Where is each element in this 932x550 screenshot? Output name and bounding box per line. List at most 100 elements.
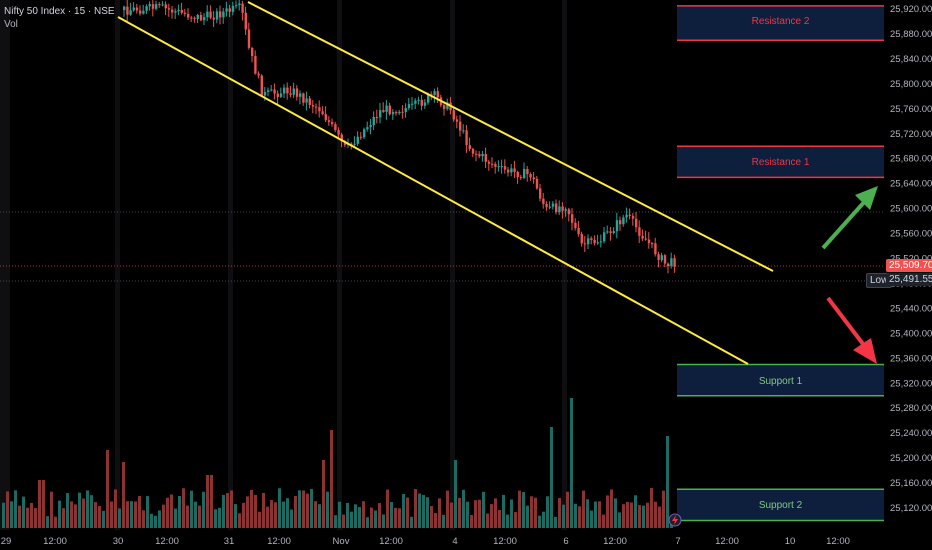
volume-bar	[178, 496, 181, 528]
volume-bar	[326, 491, 329, 528]
volume-bar	[294, 496, 297, 528]
candle-body	[644, 238, 647, 240]
volume-bar	[2, 502, 5, 528]
volume-bar	[422, 494, 425, 528]
candle-body	[487, 161, 491, 164]
volume-bar	[334, 515, 337, 528]
candle-body	[596, 242, 599, 244]
volume-bar	[318, 504, 321, 528]
candle-body	[187, 13, 190, 18]
time-tick-label: Nov	[333, 536, 350, 547]
volume-bar	[118, 508, 121, 528]
volume-bar	[322, 460, 325, 528]
volume-bar	[142, 510, 145, 528]
price-tick-label: 25,600.00	[890, 204, 932, 215]
price-tick-label: 25,400.00	[890, 328, 932, 339]
candle-body	[619, 220, 622, 225]
volume-bar	[546, 496, 549, 528]
price-tick-label: 25,880.00	[890, 29, 932, 40]
volume-bar	[518, 490, 521, 528]
volume-bar	[150, 513, 153, 528]
candle-body	[235, 5, 238, 7]
volume-bar	[410, 516, 413, 528]
candle-body	[315, 106, 318, 108]
volume-bar	[26, 507, 29, 528]
candle-body	[171, 9, 174, 13]
candle-body	[327, 120, 331, 123]
time-tick-label: 4	[452, 536, 457, 547]
volume-bar	[558, 498, 561, 528]
volume-bar	[38, 480, 41, 528]
candle-body	[308, 98, 311, 106]
candle-body	[401, 111, 404, 113]
volume-bar	[190, 490, 193, 528]
volume-bar	[306, 493, 309, 528]
volume-bar	[66, 493, 69, 528]
candle-body	[311, 105, 315, 107]
candle-body	[305, 98, 308, 103]
candle-body	[388, 105, 391, 115]
time-tick-label: 30	[113, 536, 124, 547]
volume-bar	[462, 489, 465, 528]
arrow-down-icon	[826, 296, 877, 364]
volume-bar	[126, 501, 129, 528]
volume-bar	[342, 514, 345, 528]
candle-body	[583, 243, 587, 245]
candle-body	[625, 214, 628, 218]
volume-bar	[498, 509, 501, 528]
volume-bar	[642, 505, 645, 528]
volume-bar	[526, 505, 529, 528]
candle-body	[299, 93, 302, 97]
volume-bar	[390, 502, 393, 528]
candle-body	[452, 110, 455, 120]
volume-bar	[146, 496, 149, 528]
candle-body	[289, 93, 292, 95]
volume-bar	[46, 516, 49, 528]
candle-body	[622, 217, 625, 225]
price-tick-label: 25,360.00	[890, 353, 932, 364]
candle-body	[363, 129, 366, 138]
price-tick-label: 25,680.00	[890, 154, 932, 165]
symbol-title[interactable]: Nifty 50 Index · 15 · NSE	[4, 6, 115, 17]
candle-body	[423, 102, 427, 106]
volume-bar	[10, 501, 13, 528]
volume-bar	[130, 501, 133, 528]
volume-bar	[58, 500, 61, 528]
candle-body	[334, 124, 337, 131]
time-tick-label: 12:00	[493, 536, 517, 547]
candle-body	[433, 91, 436, 96]
volume-bar	[450, 502, 453, 528]
volume-label: Vol	[4, 19, 18, 30]
volume-bar	[206, 475, 209, 528]
chart-header: Nifty 50 Index · 15 · NSE Vol	[4, 5, 115, 31]
volume-bar	[402, 494, 405, 528]
candle-body	[164, 4, 167, 9]
channel-lower-line	[117, 16, 749, 365]
candle-body	[404, 108, 407, 113]
volume-bar	[134, 501, 137, 528]
candle-body	[225, 8, 228, 12]
volume-bar	[506, 514, 509, 528]
candle-body	[519, 177, 523, 179]
volume-bar	[310, 488, 313, 528]
volume-bar	[22, 496, 25, 528]
price-tick-label: 25,760.00	[890, 104, 932, 115]
candle-body	[126, 6, 129, 15]
time-tick-label: 12:00	[43, 536, 67, 547]
time-tick-label: 31	[224, 536, 235, 547]
volume-bar	[210, 475, 213, 528]
candle-body	[263, 91, 267, 96]
volume-bar	[370, 507, 373, 528]
candle-body	[238, 3, 241, 6]
volume-bar	[622, 504, 625, 528]
candle-body	[151, 4, 155, 9]
volume-bar	[102, 510, 105, 528]
volume-bar	[202, 491, 205, 528]
volume-bar	[214, 509, 217, 528]
volume-bar	[482, 491, 485, 528]
candle-body	[612, 231, 615, 233]
volume-bar	[34, 508, 37, 528]
time-tick-label: 6	[563, 536, 568, 547]
candle-body	[411, 103, 414, 105]
